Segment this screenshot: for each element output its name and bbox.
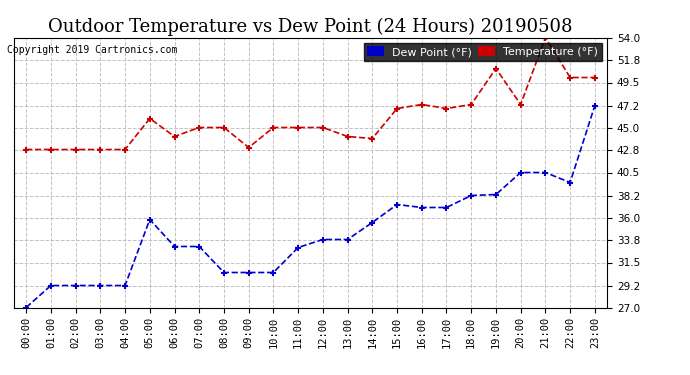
Text: Copyright 2019 Cartronics.com: Copyright 2019 Cartronics.com: [7, 45, 177, 55]
Legend: Dew Point (°F), Temperature (°F): Dew Point (°F), Temperature (°F): [364, 43, 602, 60]
Title: Outdoor Temperature vs Dew Point (24 Hours) 20190508: Outdoor Temperature vs Dew Point (24 Hou…: [48, 18, 573, 36]
